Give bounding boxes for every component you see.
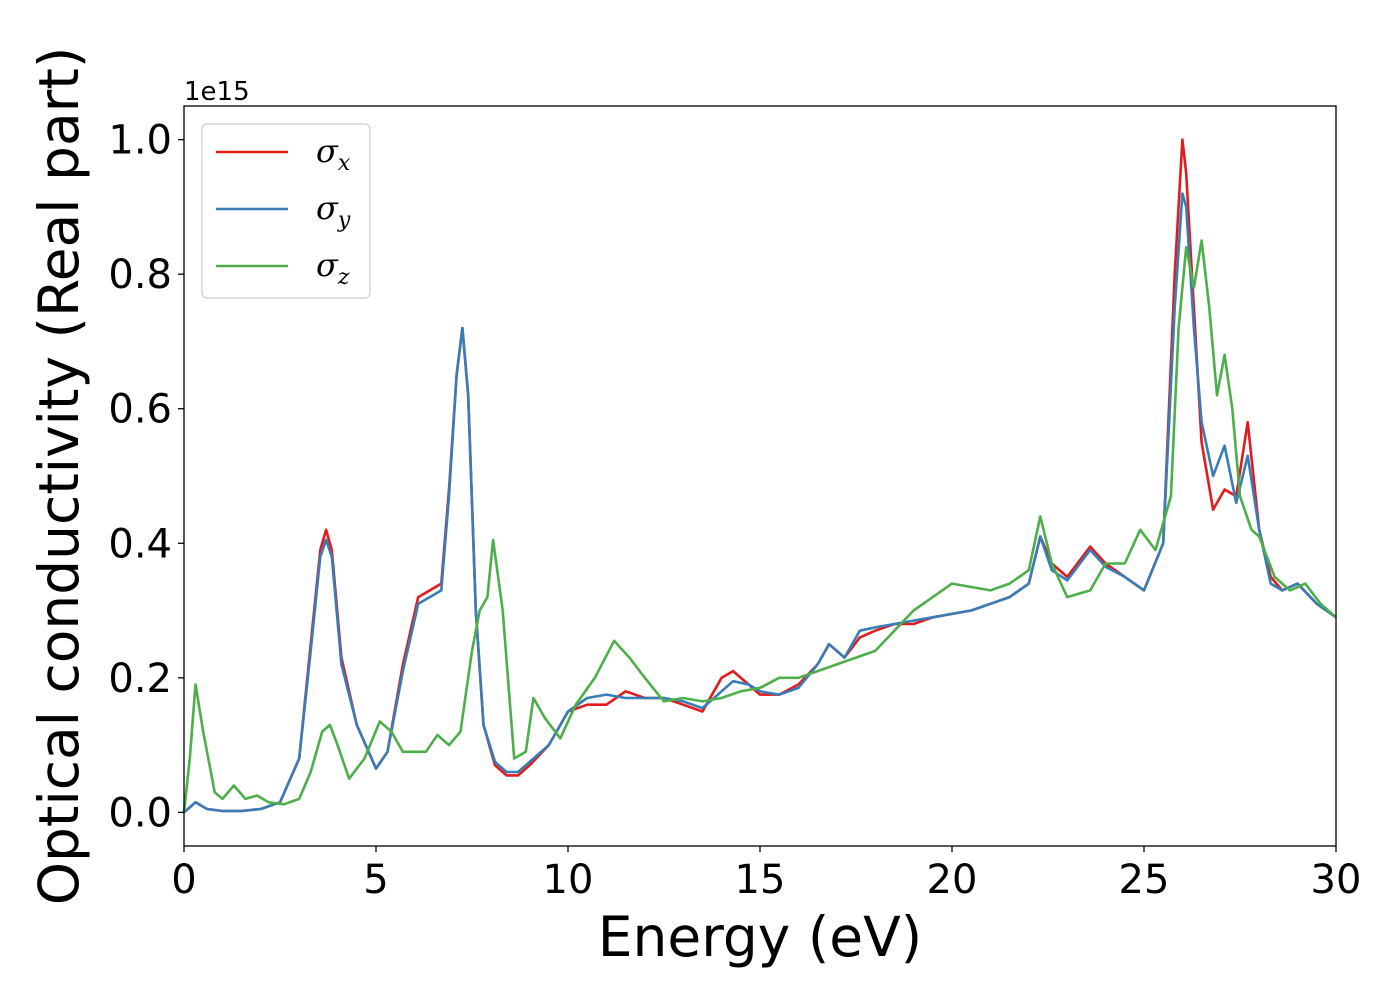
x-tick-label: 25 bbox=[1119, 857, 1170, 903]
y-tick-label: 0.8 bbox=[108, 252, 172, 298]
y-axis-label: Optical conductivity (Real part) bbox=[27, 47, 91, 906]
series-line-z bbox=[182, 239, 1337, 813]
legend-label-z: σz bbox=[316, 246, 350, 290]
legend-label-y: σy bbox=[316, 189, 351, 233]
x-tick-label: 0 bbox=[171, 857, 196, 903]
y-tick-label: 0.0 bbox=[108, 790, 172, 836]
y-ticks: 0.0 0.2 0.4 0.6 0.8 1.0 bbox=[108, 118, 184, 836]
series-layer bbox=[182, 138, 1337, 814]
y-tick-label: 0.2 bbox=[108, 656, 172, 702]
x-tick-label: 10 bbox=[543, 857, 594, 903]
x-tick-label: 20 bbox=[927, 857, 978, 903]
legend: σx σy σz bbox=[201, 123, 371, 299]
legend-label-x: σx bbox=[316, 132, 351, 176]
y-offset-text: 1e15 bbox=[184, 77, 250, 107]
x-axis-label: Energy (eV) bbox=[598, 905, 922, 969]
x-tick-label: 30 bbox=[1311, 857, 1362, 903]
x-ticks: 0 5 10 15 20 25 30 bbox=[171, 846, 1361, 903]
y-tick-label: 0.6 bbox=[108, 387, 172, 433]
x-tick-label: 5 bbox=[363, 857, 388, 903]
legend-frame bbox=[201, 123, 371, 299]
x-tick-label: 15 bbox=[735, 857, 786, 903]
y-tick-label: 1.0 bbox=[108, 118, 172, 164]
series-line-y bbox=[183, 192, 1337, 814]
y-tick-label: 0.4 bbox=[108, 521, 172, 567]
